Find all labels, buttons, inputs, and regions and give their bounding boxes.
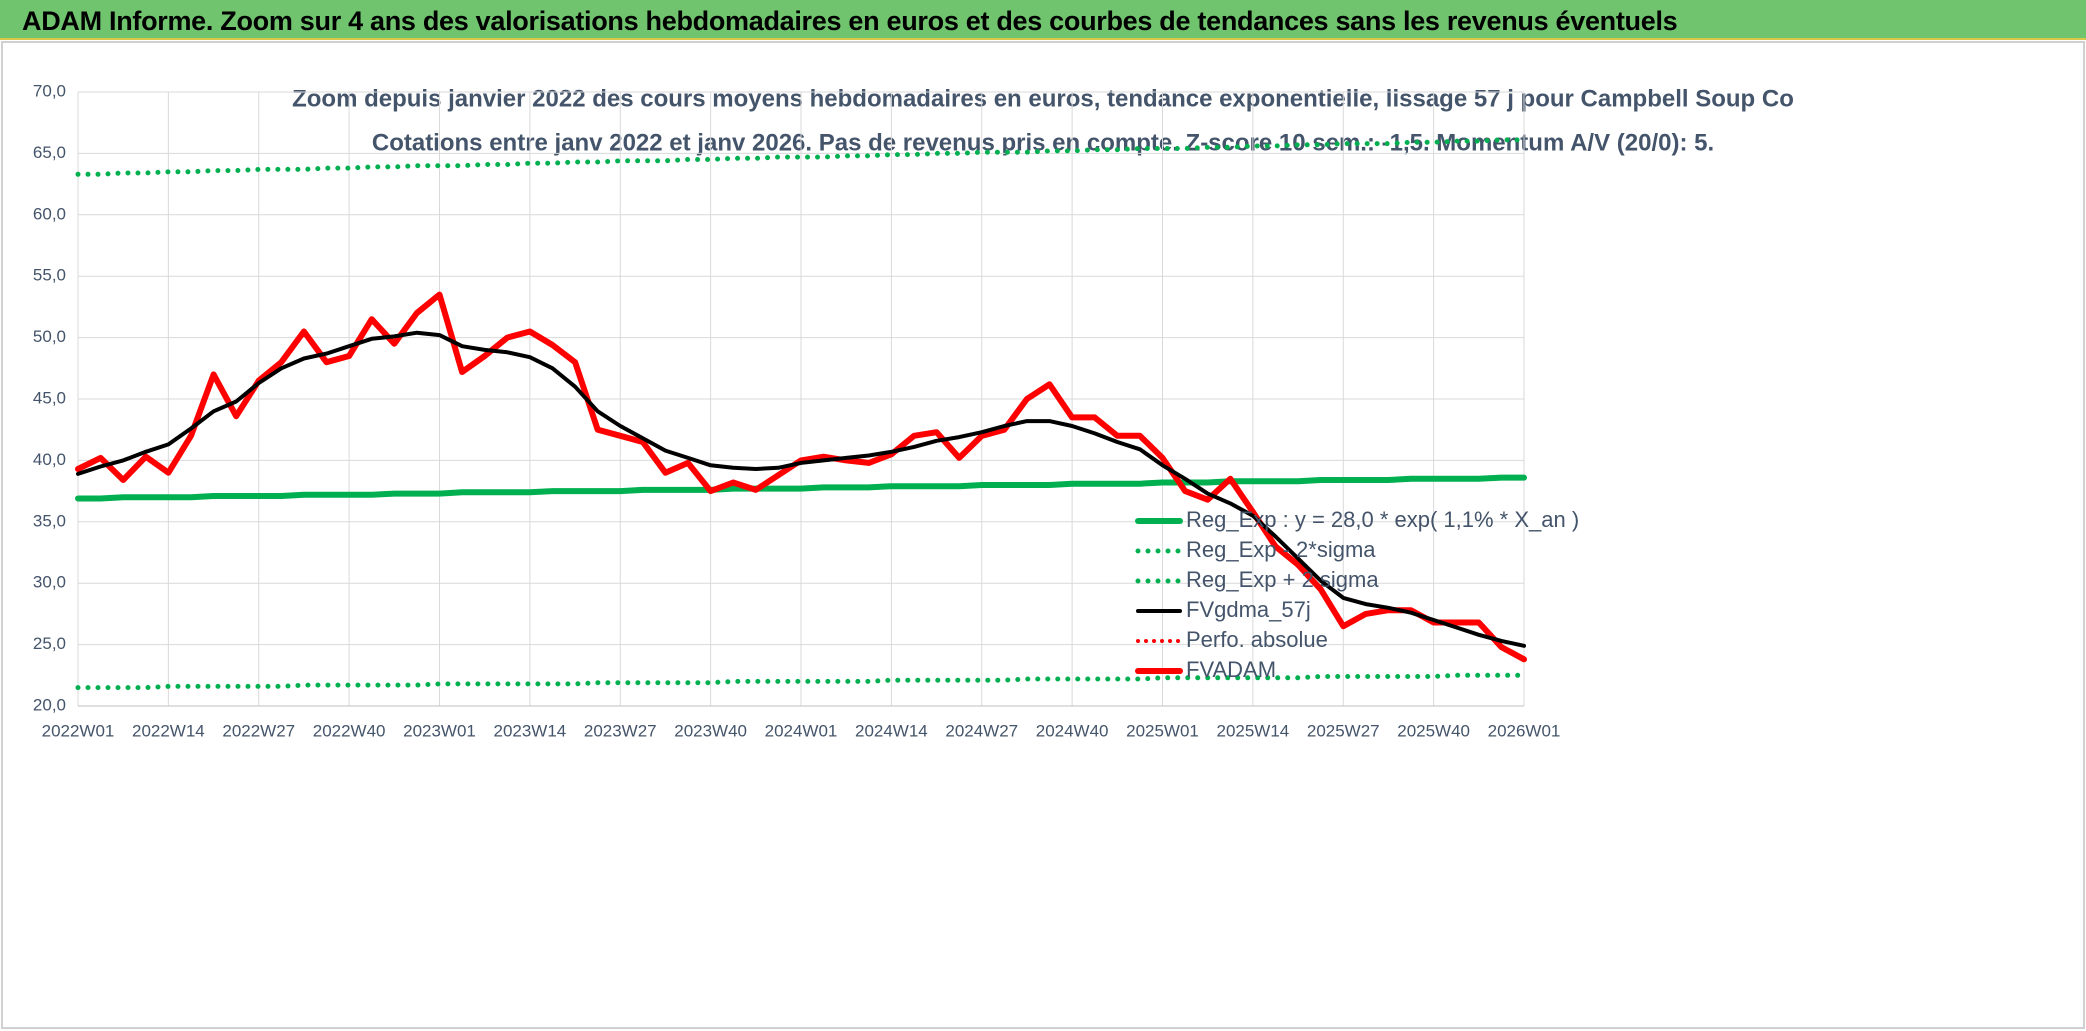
legend-label: Perfo. absolue: [1186, 627, 1328, 652]
legend-label: FVgdma_57j: [1186, 597, 1311, 622]
y-tick-label: 60,0: [33, 204, 66, 223]
legend-label: Reg_Exp : y = 28,0 * exp( 1,1% * X_an ): [1186, 507, 1579, 532]
x-tick-label: 2024W01: [765, 721, 838, 740]
x-tick-label: 2024W40: [1036, 721, 1109, 740]
x-tick-label: 2023W01: [403, 721, 476, 740]
y-tick-label: 65,0: [33, 143, 66, 162]
legend-label: Reg_Exp - 2*sigma: [1186, 537, 1376, 562]
y-tick-label: 50,0: [33, 327, 66, 346]
x-tick-label: 2022W40: [313, 721, 386, 740]
y-tick-label: 45,0: [33, 388, 66, 407]
series-line: [75, 137, 1527, 177]
x-tick-label: 2022W14: [132, 721, 205, 740]
y-tick-label: 20,0: [33, 695, 66, 714]
y-tick-label: 25,0: [33, 634, 66, 653]
chart-subtitle: Cotations entre janv 2022 et janv 2026. …: [372, 129, 1714, 156]
y-tick-label: 40,0: [33, 450, 66, 469]
chart: Zoom depuis janvier 2022 des cours moyen…: [1, 41, 2085, 1029]
chart-title: Zoom depuis janvier 2022 des cours moyen…: [292, 85, 1794, 112]
x-tick-label: 2023W27: [584, 721, 657, 740]
legend-label: FVADAM: [1186, 657, 1276, 682]
x-tick-label: 2026W01: [1488, 721, 1561, 740]
series-line: [75, 672, 1527, 691]
x-tick-label: 2025W01: [1126, 721, 1199, 740]
x-tick-label: 2023W14: [493, 721, 566, 740]
y-tick-label: 30,0: [33, 573, 66, 592]
x-tick-label: 2022W27: [222, 721, 295, 740]
y-tick-label: 35,0: [33, 511, 66, 530]
x-tick-label: 2024W14: [855, 721, 928, 740]
x-tick-label: 2024W27: [945, 721, 1018, 740]
banner: ADAM Informe. Zoom sur 4 ans des valoris…: [0, 0, 2086, 40]
series-line: [75, 474, 1527, 502]
x-tick-label: 2025W40: [1397, 721, 1470, 740]
x-tick-label: 2025W14: [1216, 721, 1289, 740]
x-tick-label: 2025W27: [1307, 721, 1380, 740]
chart-frame: [1, 41, 2085, 1029]
y-tick-label: 55,0: [33, 266, 66, 285]
legend-label: Reg_Exp + 2 sigma: [1186, 567, 1379, 592]
x-tick-label: 2023W40: [674, 721, 747, 740]
series-line: [75, 291, 1527, 663]
series-line: [76, 330, 1526, 648]
x-tick-label: 2022W01: [42, 721, 115, 740]
banner-title: ADAM Informe. Zoom sur 4 ans des valoris…: [22, 6, 1678, 36]
y-tick-label: 70,0: [33, 81, 66, 100]
